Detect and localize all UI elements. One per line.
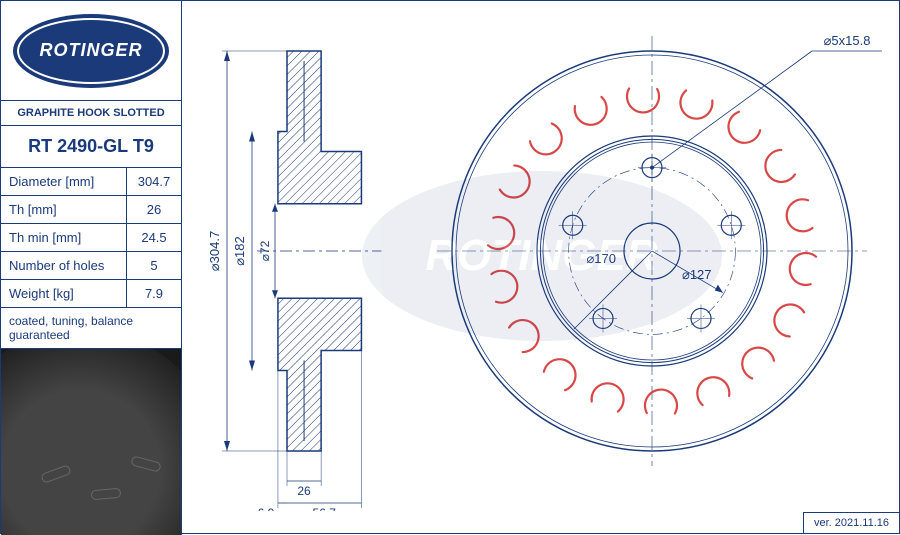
drawing-svg: ⌀304.7 ⌀182 ⌀72 26 56.7 6.9 ⌀5x15.8 ⌀127 ⌀170 — [182, 1, 900, 511]
spec-value: 304.7 — [127, 168, 181, 195]
info-panel: ROTINGER ® GRAPHITE HOOK SLOTTED RT 2490… — [1, 1, 181, 535]
spec-label: Weight [kg] — [1, 280, 127, 307]
registered-icon: ® — [171, 22, 177, 31]
spec-label: Diameter [mm] — [1, 168, 127, 195]
svg-text:⌀127: ⌀127 — [682, 267, 712, 282]
brand-logo: ROTINGER ® — [13, 14, 169, 88]
svg-text:⌀182: ⌀182 — [232, 236, 247, 266]
version-label: ver. 2021.11.16 — [803, 512, 899, 533]
part-number: RT 2490-GL T9 — [1, 126, 181, 168]
spec-row: Number of holes5 — [1, 252, 181, 280]
svg-text:⌀170: ⌀170 — [586, 251, 616, 266]
spec-value: 7.9 — [127, 280, 181, 307]
svg-text:6.9: 6.9 — [258, 506, 275, 511]
svg-text:⌀5x15.8: ⌀5x15.8 — [824, 33, 871, 48]
spec-row: Th min [mm]24.5 — [1, 224, 181, 252]
spec-value: 26 — [127, 196, 181, 223]
product-photo — [1, 349, 181, 535]
logo-box: ROTINGER ® — [1, 1, 181, 101]
spec-label: Th min [mm] — [1, 224, 127, 251]
spec-row: Th [mm]26 — [1, 196, 181, 224]
brand-text: ROTINGER — [39, 40, 142, 61]
spec-row: Diameter [mm]304.7 — [1, 168, 181, 196]
svg-text:56.7: 56.7 — [313, 506, 337, 511]
specs-table: Diameter [mm]304.7Th [mm]26Th min [mm]24… — [1, 168, 181, 308]
svg-text:26: 26 — [297, 484, 311, 498]
svg-text:⌀72: ⌀72 — [258, 240, 272, 261]
technical-drawing: ROTINGER ⌀304.7⌀182⌀722656.76.9⌀5x15.8⌀1… — [182, 1, 900, 511]
spec-label: Th [mm] — [1, 196, 127, 223]
product-subtitle: GRAPHITE HOOK SLOTTED — [1, 101, 181, 126]
spec-row: Weight [kg]7.9 — [1, 280, 181, 308]
product-note: coated, tuning, balance guaranteed — [1, 308, 181, 349]
spec-value: 5 — [127, 252, 181, 279]
spec-label: Number of holes — [1, 252, 127, 279]
svg-text:⌀304.7: ⌀304.7 — [207, 231, 222, 271]
spec-value: 24.5 — [127, 224, 181, 251]
